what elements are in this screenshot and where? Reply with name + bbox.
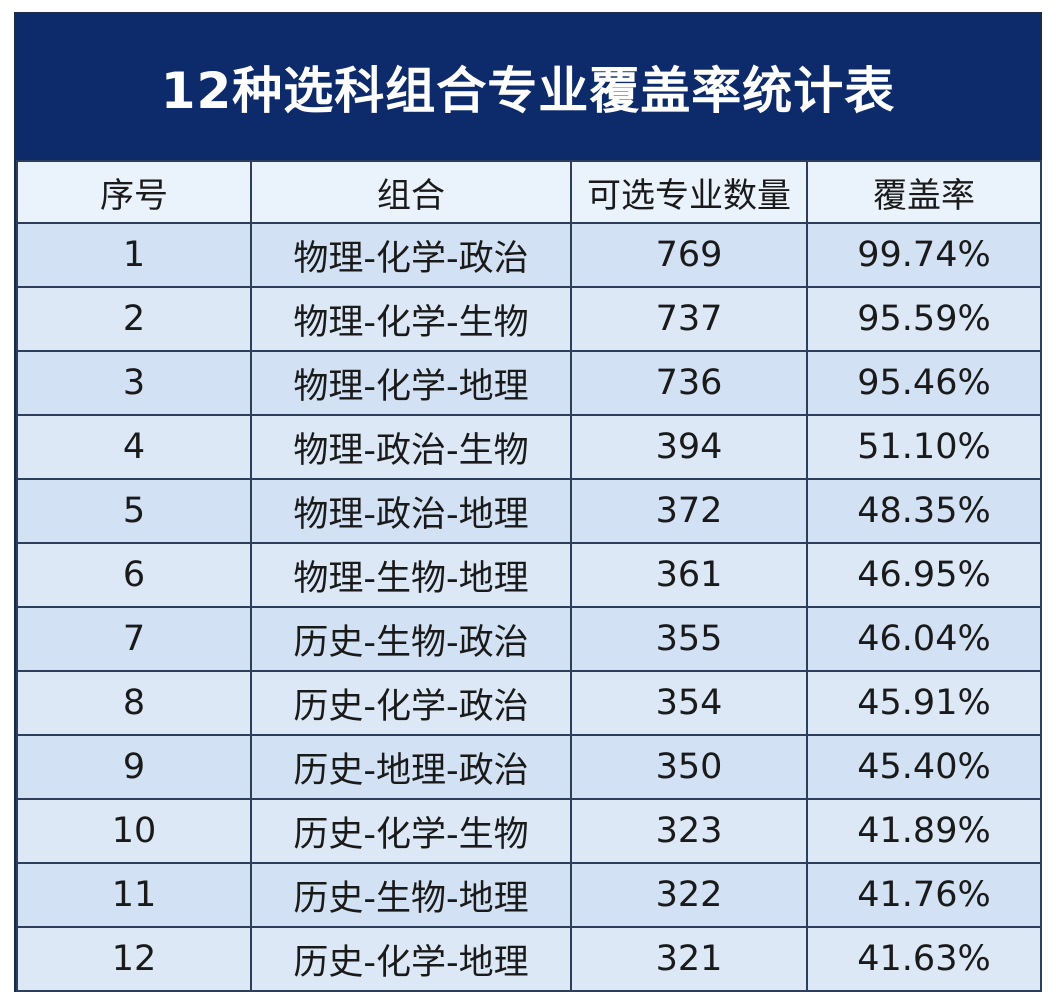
header-coverage: 覆盖率 xyxy=(806,160,1042,224)
cell-index: 4 xyxy=(16,414,252,480)
cell-index: 5 xyxy=(16,478,252,544)
table-header: 序号 组合 可选专业数量 覆盖率 xyxy=(16,160,1042,224)
cell-combination: 物理-化学-生物 xyxy=(250,286,572,352)
cell-index: 1 xyxy=(16,222,252,288)
table-row: 9 历史-地理-政治 350 45.40% xyxy=(16,734,1042,800)
table-row: 1 物理-化学-政治 769 99.74% xyxy=(16,222,1042,288)
table-row: 8 历史-化学-政治 354 45.91% xyxy=(16,670,1042,736)
table-row: 2 物理-化学-生物 737 95.59% xyxy=(16,286,1042,352)
table-row: 10 历史-化学-生物 323 41.89% xyxy=(16,798,1042,864)
cell-major-count: 394 xyxy=(570,414,808,480)
table-row: 7 历史-生物-政治 355 46.04% xyxy=(16,606,1042,672)
table-row: 4 物理-政治-生物 394 51.10% xyxy=(16,414,1042,480)
cell-combination: 历史-化学-政治 xyxy=(250,670,572,736)
cell-index: 10 xyxy=(16,798,252,864)
cell-index: 6 xyxy=(16,542,252,608)
cell-combination: 物理-政治-地理 xyxy=(250,478,572,544)
cell-major-count: 355 xyxy=(570,606,808,672)
cell-major-count: 737 xyxy=(570,286,808,352)
cell-major-count: 769 xyxy=(570,222,808,288)
cell-coverage: 99.74% xyxy=(806,222,1042,288)
cell-index: 11 xyxy=(16,862,252,928)
cell-major-count: 322 xyxy=(570,862,808,928)
table-body: 1 物理-化学-政治 769 99.74% 2 物理-化学-生物 737 95.59% 3 物理-… xyxy=(16,222,1042,992)
cell-major-count: 321 xyxy=(570,926,808,992)
coverage-table: 序号 组合 可选专业数量 覆盖率 1 物理-化学-政治 769 99.74% 2 物理-化… xyxy=(16,160,1042,992)
cell-coverage: 41.89% xyxy=(806,798,1042,864)
table-row: 6 物理-生物-地理 361 46.95% xyxy=(16,542,1042,608)
cell-major-count: 736 xyxy=(570,350,808,416)
cell-combination: 物理-化学-政治 xyxy=(250,222,572,288)
table-title: 12种选科组合专业覆盖率统计表 xyxy=(160,62,896,120)
cell-combination: 物理-生物-地理 xyxy=(250,542,572,608)
title-bar: 12种选科组合专业覆盖率统计表 xyxy=(16,14,1040,160)
cell-major-count: 372 xyxy=(570,478,808,544)
cell-index: 2 xyxy=(16,286,252,352)
table-row: 3 物理-化学-地理 736 95.46% xyxy=(16,350,1042,416)
cell-coverage: 95.46% xyxy=(806,350,1042,416)
cell-combination: 历史-生物-地理 xyxy=(250,862,572,928)
cell-major-count: 361 xyxy=(570,542,808,608)
cell-combination: 历史-生物-政治 xyxy=(250,606,572,672)
cell-major-count: 350 xyxy=(570,734,808,800)
header-row: 序号 组合 可选专业数量 覆盖率 xyxy=(16,160,1042,224)
cell-combination: 历史-地理-政治 xyxy=(250,734,572,800)
cell-coverage: 41.63% xyxy=(806,926,1042,992)
table-row: 5 物理-政治-地理 372 48.35% xyxy=(16,478,1042,544)
cell-coverage: 95.59% xyxy=(806,286,1042,352)
cell-coverage: 48.35% xyxy=(806,478,1042,544)
header-index: 序号 xyxy=(16,160,252,224)
cell-index: 12 xyxy=(16,926,252,992)
header-major-count: 可选专业数量 xyxy=(570,160,808,224)
cell-index: 7 xyxy=(16,606,252,672)
cell-major-count: 323 xyxy=(570,798,808,864)
cell-combination: 历史-化学-地理 xyxy=(250,926,572,992)
cell-coverage: 46.95% xyxy=(806,542,1042,608)
cell-combination: 物理-政治-生物 xyxy=(250,414,572,480)
cell-index: 8 xyxy=(16,670,252,736)
cell-combination: 历史-化学-生物 xyxy=(250,798,572,864)
cell-combination: 物理-化学-地理 xyxy=(250,350,572,416)
cell-coverage: 45.91% xyxy=(806,670,1042,736)
cell-index: 3 xyxy=(16,350,252,416)
table-row: 11 历史-生物-地理 322 41.76% xyxy=(16,862,1042,928)
cell-coverage: 45.40% xyxy=(806,734,1042,800)
cell-coverage: 41.76% xyxy=(806,862,1042,928)
cell-index: 9 xyxy=(16,734,252,800)
header-combination: 组合 xyxy=(250,160,572,224)
cell-coverage: 51.10% xyxy=(806,414,1042,480)
cell-major-count: 354 xyxy=(570,670,808,736)
statistics-table-frame: 12种选科组合专业覆盖率统计表 序号 组合 可选专业数量 覆盖率 1 物理-化学-… xyxy=(14,12,1042,992)
cell-coverage: 46.04% xyxy=(806,606,1042,672)
table-row: 12 历史-化学-地理 321 41.63% xyxy=(16,926,1042,992)
